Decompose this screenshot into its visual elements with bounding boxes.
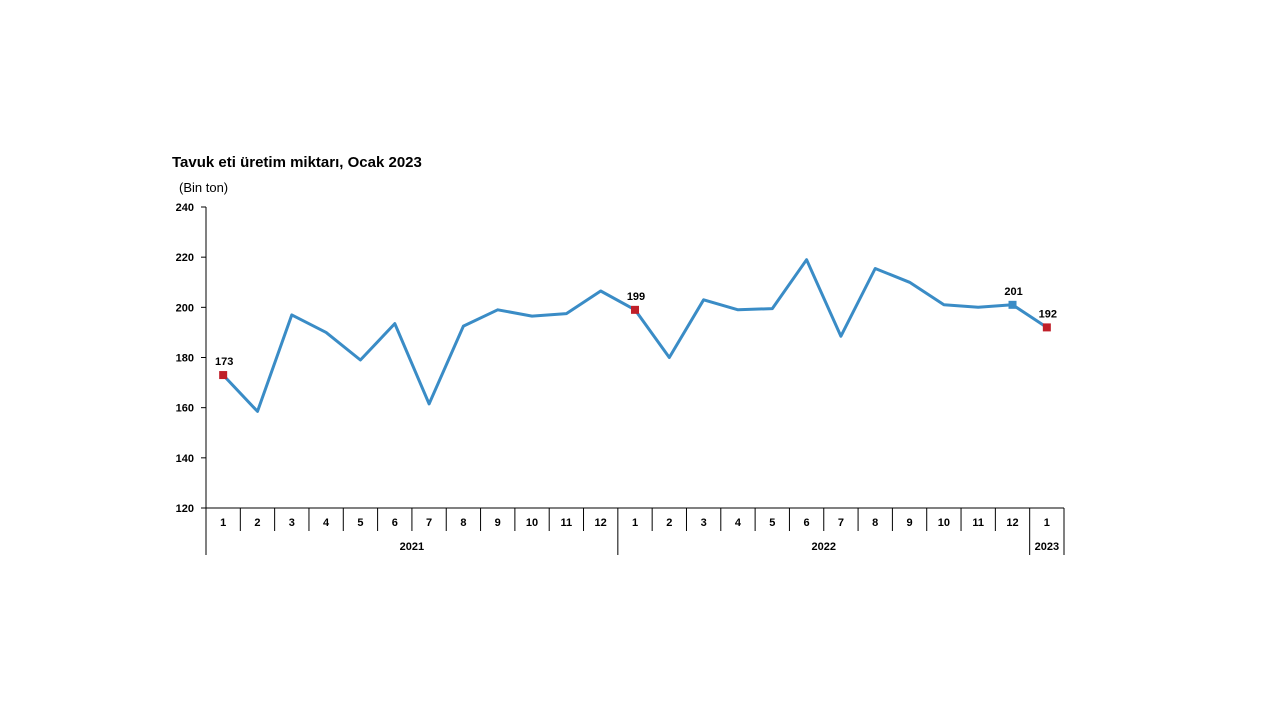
marker-layer: 173 199 201 192	[215, 286, 1057, 380]
data-point-marker	[631, 305, 639, 314]
x-tick-label: 3	[289, 517, 295, 529]
x-tick-label: 8	[460, 517, 466, 529]
data-label: 201	[1004, 286, 1022, 298]
x-tick-label: 9	[906, 517, 912, 529]
data-point-marker	[1042, 323, 1051, 332]
x-tick-label: 11	[561, 517, 573, 529]
y-tick-label: 180	[176, 353, 194, 365]
x-tick-label: 2	[666, 517, 672, 529]
data-label: 199	[627, 291, 645, 303]
y-tick-label: 220	[176, 252, 194, 264]
x-tick-label: 12	[595, 517, 607, 529]
x-tick-label: 6	[392, 517, 398, 529]
series-line	[221, 258, 1049, 413]
x-tick-label: 6	[804, 517, 810, 529]
x-tick-label: 4	[735, 517, 742, 529]
x-tick-label: 8	[872, 517, 878, 529]
x-tick-label: 10	[526, 517, 538, 529]
data-label: 192	[1039, 308, 1057, 320]
x-tick-label: 12	[1006, 517, 1018, 529]
y-tick-label: 120	[176, 503, 194, 515]
x-tick-label: 9	[495, 517, 501, 529]
year-label: 2023	[1035, 541, 1059, 553]
x-tick-label: 1	[1044, 517, 1050, 529]
x-tick-label: 2	[254, 517, 260, 529]
x-tick-label: 3	[701, 517, 707, 529]
y-tick-label: 200	[176, 302, 194, 314]
x-tick-label: 5	[769, 517, 775, 529]
y-tick-label: 160	[176, 403, 194, 415]
y-axis-unit-label: (Bin ton)	[179, 180, 229, 195]
data-label: 173	[215, 356, 233, 368]
x-tick-label: 1	[632, 517, 638, 529]
chart-title: Tavuk eti üretim miktarı, Ocak 2023	[172, 154, 422, 171]
y-tick-label: 240	[176, 202, 194, 214]
x-tick-label: 7	[838, 517, 844, 529]
y-tick-label: 140	[176, 453, 194, 465]
year-label: 2022	[812, 541, 836, 553]
year-label: 2021	[400, 541, 424, 553]
x-tick-label: 11	[972, 517, 984, 529]
x-tick-label: 7	[426, 517, 432, 529]
data-point-marker	[219, 371, 228, 380]
data-point-marker	[1008, 300, 1017, 309]
x-tick-label: 4	[323, 517, 330, 529]
x-tick-label: 10	[938, 517, 950, 529]
series-layer	[221, 258, 1049, 413]
x-tick-label: 5	[357, 517, 363, 529]
x-tick-label: 1	[220, 517, 226, 529]
